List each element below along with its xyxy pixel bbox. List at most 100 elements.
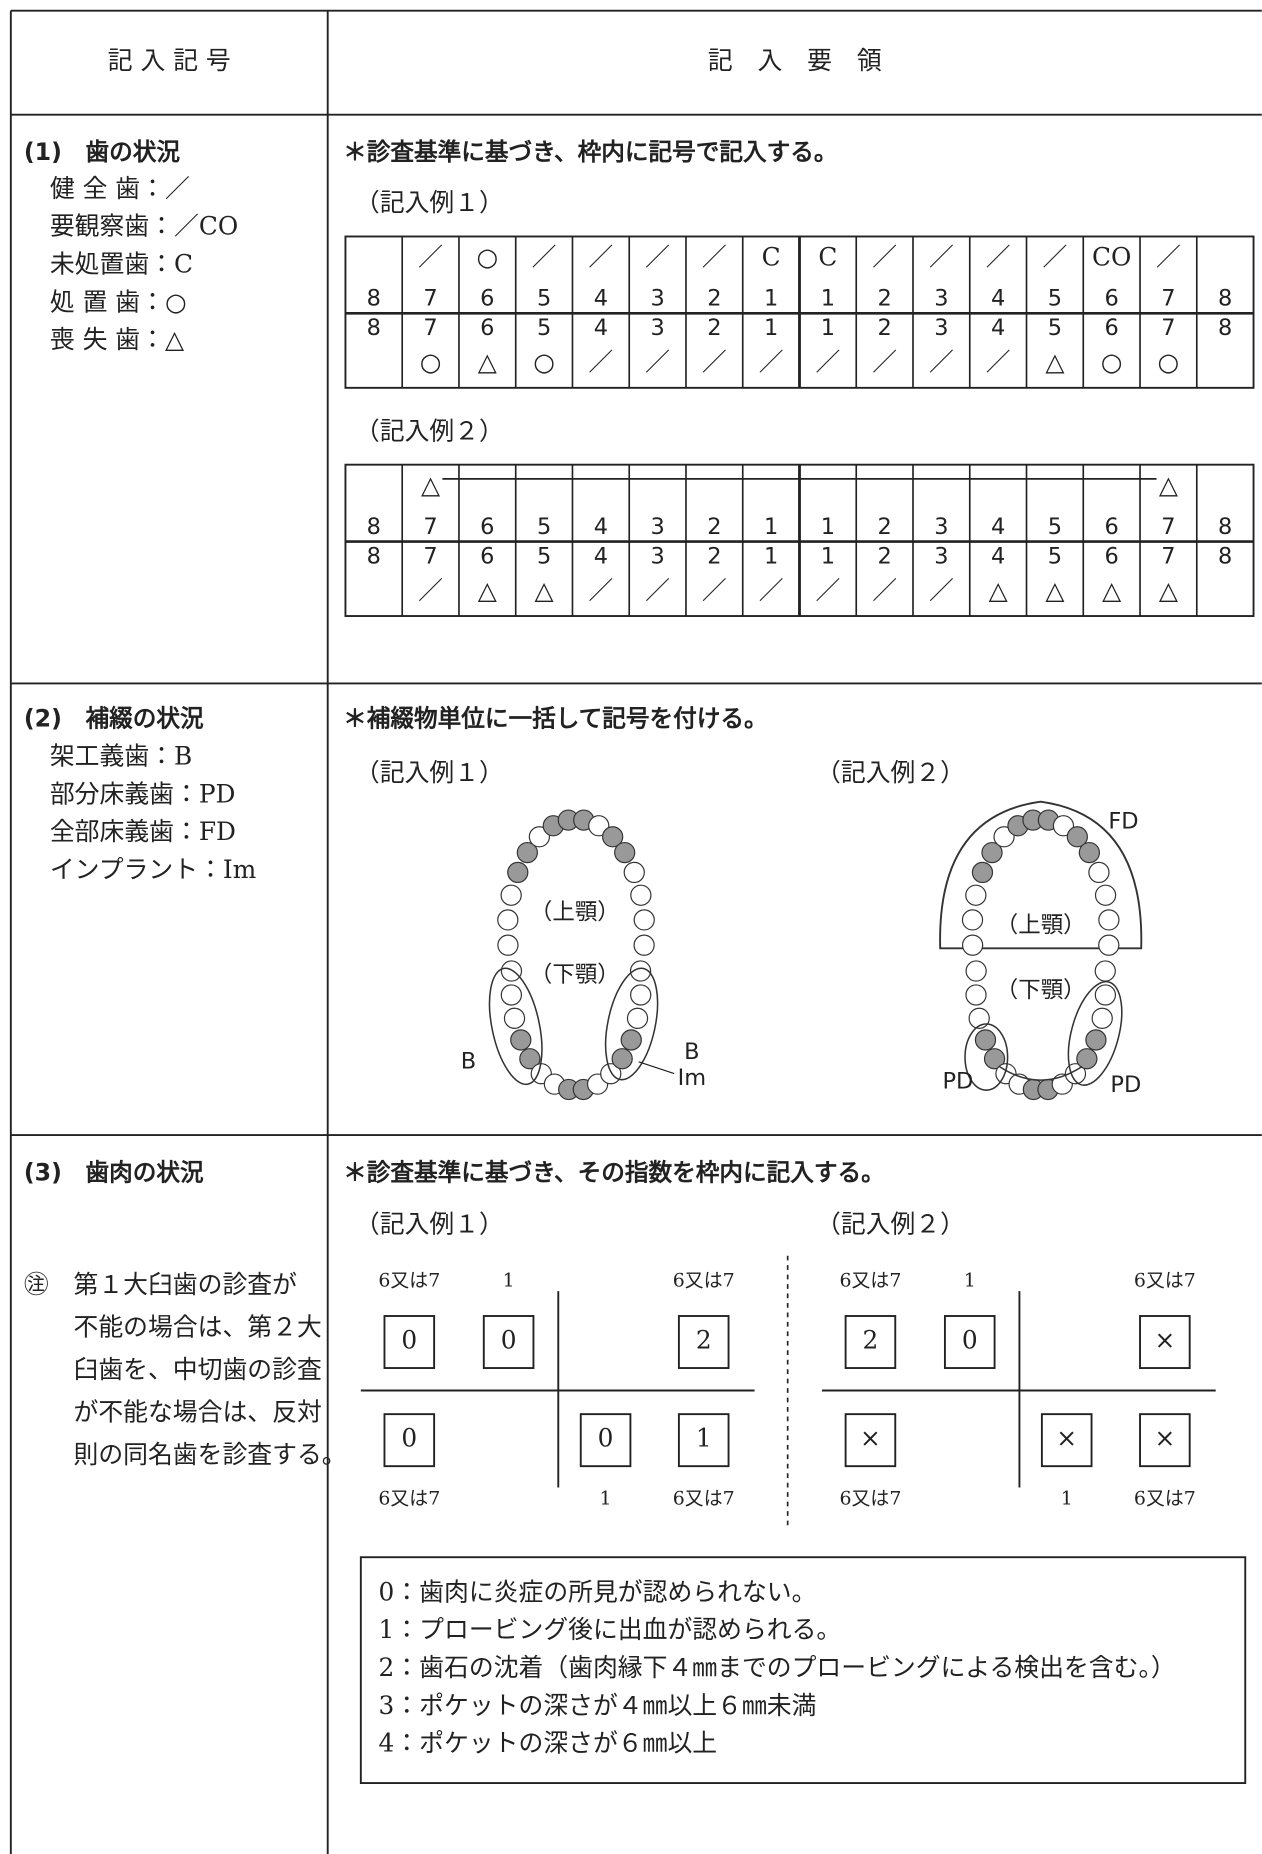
tooth-number: 4 <box>991 286 1005 312</box>
symbol-item: インプラント：Im <box>50 855 256 884</box>
tooth <box>626 1007 649 1029</box>
tooth-number: 2 <box>707 514 721 540</box>
index-box <box>943 1315 996 1369</box>
diagram-label: B <box>461 1048 476 1074</box>
tooth-number: 1 <box>821 514 835 540</box>
tooth-symbol: ○ <box>1158 348 1180 377</box>
tooth-number: 1 <box>764 286 778 312</box>
example-label: （記入例２） <box>355 416 504 445</box>
tooth <box>519 1048 541 1070</box>
tooth-symbol: ／ <box>1042 242 1067 271</box>
tooth-number: 8 <box>367 315 381 341</box>
tooth-label: 1 <box>600 1487 612 1509</box>
tooth <box>965 960 987 982</box>
tooth-number: 8 <box>367 286 381 312</box>
symbol-item: 喪 失 歯：△ <box>50 325 185 354</box>
tooth <box>516 841 538 864</box>
tooth <box>1088 861 1110 884</box>
index-value: 2 <box>863 1326 879 1355</box>
diagram-label: （上顎） <box>996 912 1086 938</box>
tooth <box>965 884 987 906</box>
tooth-symbol: ／ <box>759 576 784 605</box>
tooth <box>974 1029 997 1051</box>
header-label: 記 入 要 領 <box>708 46 882 75</box>
tooth-number: 2 <box>877 543 891 569</box>
tooth-number: 4 <box>594 315 608 341</box>
index-value: × <box>1154 1326 1175 1355</box>
note-line: 臼歯を、中切歯の診査 <box>73 1355 321 1384</box>
tooth-label: 6又は7 <box>378 1487 440 1509</box>
index-box <box>844 1315 897 1369</box>
tooth-number: 4 <box>991 543 1005 569</box>
tooth-symbol: ／ <box>872 242 897 271</box>
tooth-number: 4 <box>991 514 1005 540</box>
tooth <box>961 934 984 956</box>
tooth-number: 6 <box>480 315 494 341</box>
denture-bar <box>998 1065 1083 1081</box>
note-line: ㊟ 第１大臼歯の診査が <box>24 1270 297 1299</box>
tooth-number: 5 <box>1048 315 1062 341</box>
frame <box>9 9 1262 1854</box>
tooth <box>1091 1007 1113 1029</box>
tooth-symbol: ○ <box>477 242 499 271</box>
tooth-number: 5 <box>537 286 551 312</box>
legend-box <box>359 1556 1247 1785</box>
tooth-symbol: △ <box>1102 576 1122 605</box>
tooth <box>1078 841 1101 864</box>
tooth-symbol: C <box>762 242 781 271</box>
tooth-symbol: ／ <box>929 242 954 271</box>
tooth-symbol: ／ <box>588 576 613 605</box>
diagram-label: FD <box>1108 808 1138 834</box>
tooth-number: 6 <box>480 543 494 569</box>
tooth-number: 5 <box>1048 543 1062 569</box>
tooth-label: 6又は7 <box>673 1270 735 1292</box>
tooth-symbol: CO <box>1092 242 1131 271</box>
tooth-number: 4 <box>991 315 1005 341</box>
tooth-number: 2 <box>707 315 721 341</box>
tooth-number: 3 <box>934 315 948 341</box>
tooth <box>1052 815 1075 837</box>
tooth-symbol: ／ <box>872 348 897 377</box>
tooth-number: 6 <box>1104 315 1118 341</box>
tooth-symbol: ／ <box>702 242 727 271</box>
bridge-outline <box>488 967 543 1086</box>
tooth-number: 1 <box>821 286 835 312</box>
tooth-symbol: ／ <box>702 348 727 377</box>
tooth <box>500 984 522 1006</box>
index-value: × <box>1056 1424 1077 1453</box>
index-box <box>383 1413 436 1468</box>
denture-outline <box>939 800 1143 950</box>
index-box <box>1139 1315 1191 1369</box>
tooth-number: 1 <box>764 315 778 341</box>
tooth-symbol: ○ <box>420 348 442 377</box>
tooth <box>510 1029 532 1051</box>
tooth-number: 1 <box>821 543 835 569</box>
index-box <box>677 1315 730 1369</box>
symbol-item: 架工義歯：B <box>50 741 192 770</box>
tooth-symbol: ／ <box>532 242 557 271</box>
tooth-symbol: ○ <box>1101 348 1123 377</box>
tooth <box>1094 984 1117 1006</box>
index-value: 1 <box>696 1424 712 1453</box>
tooth-number: 8 <box>1218 315 1232 341</box>
tooth <box>503 1007 526 1029</box>
note-line: が不能な場合は、反対 <box>73 1398 321 1427</box>
tooth-label: 1 <box>503 1270 515 1292</box>
tooth-number: 8 <box>1218 514 1232 540</box>
tooth-number: 7 <box>423 315 437 341</box>
rule <box>638 1061 675 1075</box>
tooth-number: 7 <box>1161 315 1175 341</box>
section-title: (1) 歯の状況 <box>24 138 181 166</box>
tooth-symbol: △ <box>421 471 441 500</box>
legend-line: 1：プロービング後に出血が認められる。 <box>379 1615 842 1644</box>
tooth-symbol: △ <box>535 576 555 605</box>
tooth-symbol: △ <box>989 576 1009 605</box>
tooth <box>630 884 652 906</box>
tooth-number: 6 <box>1104 286 1118 312</box>
example-label: （記入例１） <box>355 1210 504 1239</box>
tooth <box>588 815 610 837</box>
example-label: （記入例１） <box>355 188 504 217</box>
symbol-item: 健 全 歯：／ <box>50 174 190 203</box>
tooth-number: 6 <box>1104 514 1118 540</box>
